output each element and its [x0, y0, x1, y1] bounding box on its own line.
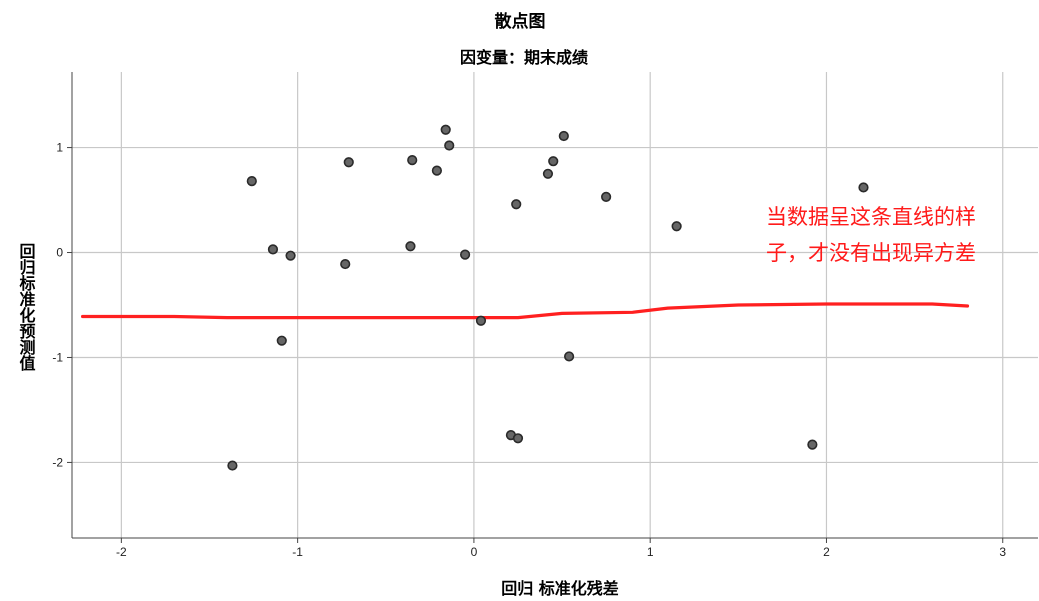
scatter-point	[405, 241, 416, 252]
scatter-point	[512, 433, 524, 444]
x-tick-label: 0	[471, 545, 478, 559]
scatter-point	[246, 176, 257, 187]
scatter-point	[440, 124, 451, 135]
y-tick-label: 0	[56, 246, 63, 260]
annotation-line-1: 当数据呈这条直线的样	[766, 205, 976, 229]
x-tick-label: -2	[116, 545, 127, 559]
x-tick-label: 2	[823, 545, 830, 559]
chart-title: 散点图	[495, 11, 546, 32]
y-tick-label: 1	[56, 141, 63, 155]
x-axis-title: 回归 标准化残差	[501, 579, 619, 598]
scatter-point	[671, 221, 682, 232]
scatter-point	[475, 315, 487, 326]
axes	[67, 72, 1038, 543]
y-tick-label: -2	[52, 455, 63, 469]
x-tick-label: 1	[647, 545, 654, 559]
annotation-line-layer	[81, 302, 970, 320]
scatter-point	[558, 130, 569, 142]
scatter-point	[459, 249, 471, 260]
y-axis-title: 回归标准化预测值	[17, 243, 37, 371]
scatter-point	[858, 182, 869, 193]
data-points	[227, 124, 869, 471]
scatter-point	[340, 258, 351, 270]
scatter-point	[343, 157, 354, 168]
annotation-red-line	[81, 302, 970, 320]
scatter-point	[267, 244, 279, 255]
scatter-point	[601, 191, 612, 202]
y-tick-label: -1	[52, 350, 63, 364]
annotation-line-2: 子，才没有出现异方差	[766, 241, 976, 265]
scatter-point	[564, 351, 575, 362]
x-tick-label: -1	[292, 545, 303, 559]
scatter-point	[444, 140, 455, 151]
tick-labels: -2 -1 0 1 2 3 -2 -1 0 1	[52, 141, 1006, 559]
x-tick-label: 3	[999, 545, 1006, 559]
scatter-point	[285, 250, 296, 261]
scatter-point	[276, 335, 287, 346]
chart-subtitle: 因变量：期末成绩	[460, 48, 588, 67]
scatter-point	[511, 199, 522, 210]
scatter-point	[542, 168, 554, 179]
scatter-point	[431, 165, 442, 176]
scatter-point	[227, 460, 238, 471]
scatter-point	[548, 156, 559, 167]
scatter-point	[407, 155, 418, 166]
scatter-point	[807, 439, 818, 450]
